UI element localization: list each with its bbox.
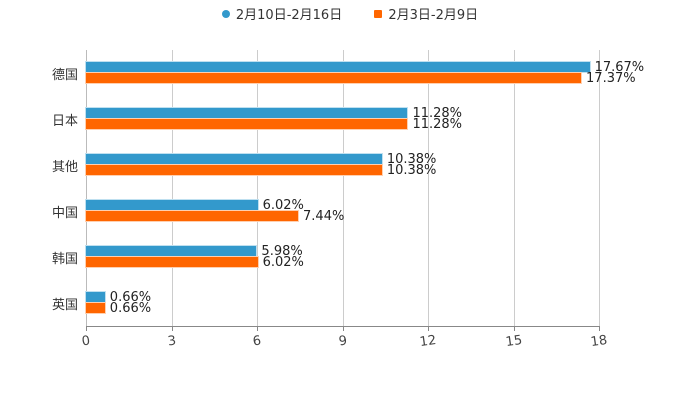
- x-tick-label: 18: [589, 332, 609, 351]
- legend-label: 2月10日-2月16日: [235, 8, 343, 23]
- bar: [86, 303, 105, 313]
- bar: [86, 211, 299, 221]
- x-tick-label: 0: [80, 333, 92, 350]
- legend-item-series-1[interactable]: 2月10日-2月16日: [221, 4, 343, 23]
- bar: [86, 108, 408, 118]
- value-label: 10.38%: [386, 163, 437, 178]
- bar: [86, 292, 105, 302]
- bar: [86, 165, 382, 175]
- legend: 2月10日-2月16日 2月3日-2月9日: [0, 4, 700, 23]
- x-tick: [257, 326, 258, 331]
- y-axis-line: [86, 50, 87, 326]
- x-tick: [599, 326, 600, 331]
- gridline: [171, 50, 173, 326]
- x-tick: [513, 326, 515, 331]
- value-label: 17.67%: [594, 60, 645, 75]
- x-tick-label: 9: [337, 333, 348, 350]
- x-tick-label: 3: [166, 333, 177, 350]
- square-marker-icon: [374, 9, 383, 18]
- circle-marker-icon: [221, 9, 230, 18]
- category-label: 中国: [51, 206, 78, 221]
- gridline: [513, 50, 515, 326]
- bar: [86, 62, 590, 72]
- gridline: [599, 50, 600, 326]
- gridline: [342, 50, 344, 326]
- x-tick-label: 12: [418, 332, 438, 351]
- bar: [86, 154, 382, 164]
- value-label: 17.37%: [586, 71, 636, 86]
- category-label: 英国: [51, 298, 78, 313]
- value-label: 0.66%: [109, 301, 152, 316]
- gridline: [428, 50, 429, 326]
- value-label: 10.38%: [386, 152, 437, 167]
- bar: [86, 73, 582, 83]
- x-axis-line: [86, 326, 600, 327]
- x-tick: [342, 326, 344, 331]
- category-label: 日本: [51, 114, 78, 129]
- category-label: 其他: [51, 160, 78, 175]
- value-label: 7.44%: [303, 209, 345, 224]
- bar: [86, 119, 408, 129]
- value-label: 0.66%: [109, 290, 152, 305]
- category-label: 韩国: [51, 252, 78, 267]
- x-tick: [428, 326, 429, 331]
- bar: [86, 200, 258, 210]
- x-tick: [171, 326, 173, 331]
- bar: [86, 246, 257, 256]
- x-tick-label: 15: [504, 332, 523, 351]
- value-label: 6.02%: [262, 255, 304, 270]
- x-tick-label: 6: [251, 333, 263, 350]
- gridline: [257, 50, 258, 326]
- value-label: 11.28%: [412, 117, 463, 132]
- value-label: 11.28%: [412, 106, 463, 121]
- value-label: 6.02%: [262, 198, 304, 213]
- category-label: 德国: [51, 68, 78, 83]
- x-tick: [86, 326, 87, 331]
- value-label: 5.98%: [261, 244, 303, 259]
- legend-item-series-2[interactable]: 2月3日-2月9日: [374, 4, 478, 23]
- legend-label: 2月3日-2月9日: [388, 8, 479, 23]
- bar: [86, 257, 258, 267]
